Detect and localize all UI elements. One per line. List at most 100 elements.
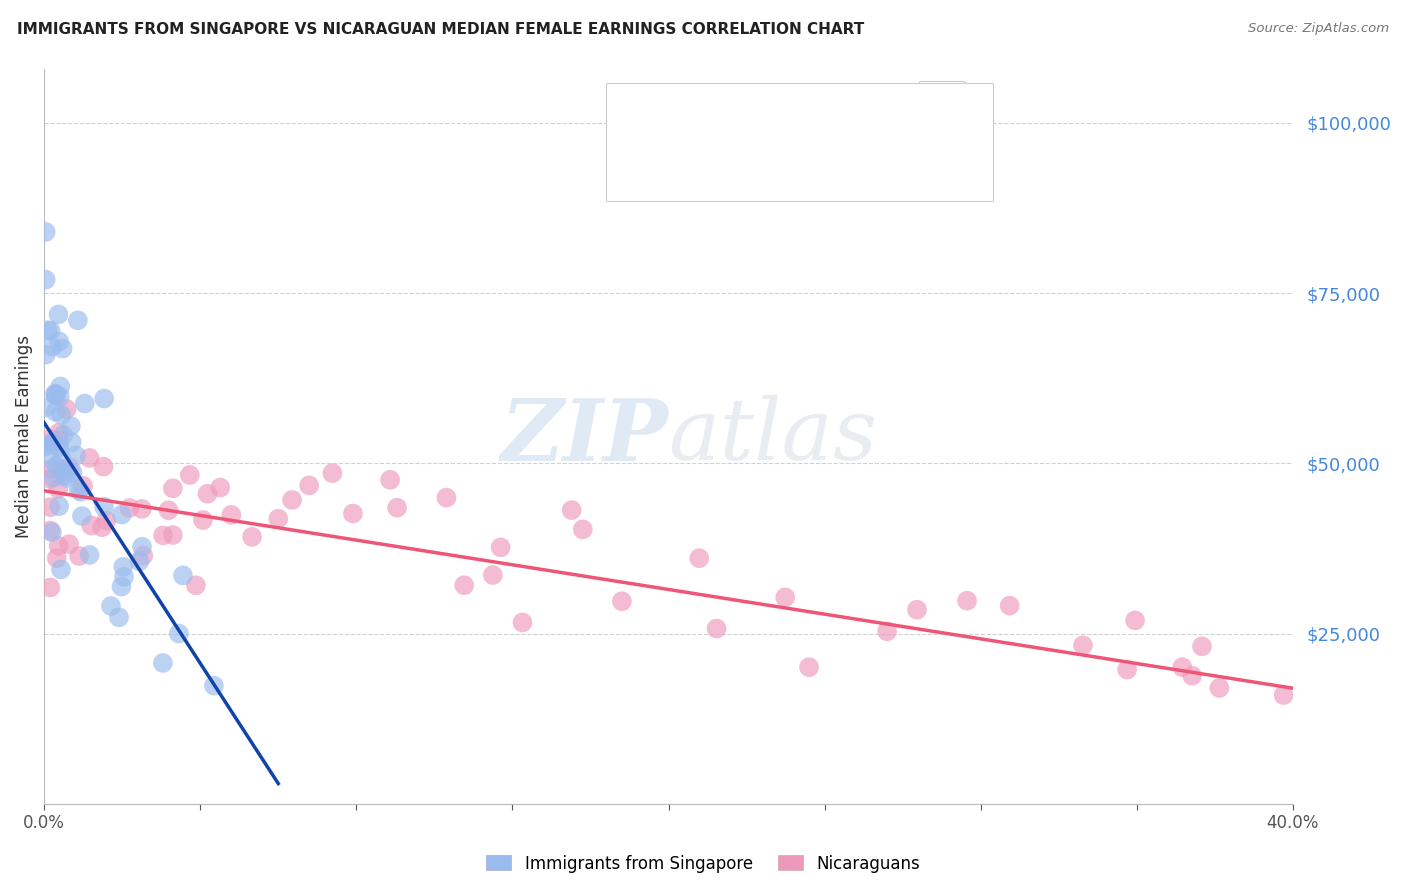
Text: 67: 67 xyxy=(793,128,817,145)
Text: N =: N = xyxy=(759,98,797,116)
Point xyxy=(93,459,115,474)
Point xyxy=(956,593,979,607)
Point xyxy=(79,548,101,562)
Point xyxy=(184,578,207,592)
Point xyxy=(167,626,190,640)
Point xyxy=(209,481,232,495)
Point xyxy=(1272,688,1295,702)
Point xyxy=(131,501,153,516)
Point xyxy=(39,462,62,476)
Point xyxy=(610,594,633,608)
Point xyxy=(49,390,72,404)
Point xyxy=(152,528,174,542)
Point xyxy=(1071,638,1094,652)
Point xyxy=(48,440,70,454)
Point xyxy=(436,491,458,505)
Point xyxy=(1171,660,1194,674)
Point xyxy=(197,487,219,501)
Point xyxy=(905,603,928,617)
Point xyxy=(45,387,67,401)
Point xyxy=(44,386,66,401)
Point xyxy=(41,525,63,540)
Point xyxy=(34,272,56,286)
Point xyxy=(38,437,60,451)
Point xyxy=(37,323,59,337)
Text: ZIP: ZIP xyxy=(501,394,668,478)
Point xyxy=(1208,681,1230,695)
Point xyxy=(45,389,67,403)
Point xyxy=(48,334,70,349)
Point xyxy=(48,425,70,440)
Point xyxy=(41,435,63,450)
Point xyxy=(51,408,73,422)
Point xyxy=(221,508,243,522)
Point xyxy=(66,313,89,327)
Point xyxy=(561,503,583,517)
Text: N =: N = xyxy=(759,128,797,145)
Point xyxy=(131,540,153,554)
Point xyxy=(112,570,135,584)
Point xyxy=(706,622,728,636)
Legend: , : , xyxy=(918,80,966,144)
Point xyxy=(67,549,90,563)
Point xyxy=(240,530,263,544)
Point xyxy=(49,379,72,393)
Point xyxy=(267,512,290,526)
Point xyxy=(157,503,180,517)
Y-axis label: Median Female Earnings: Median Female Earnings xyxy=(15,334,32,538)
Point xyxy=(45,458,67,473)
Point xyxy=(162,528,184,542)
Point xyxy=(60,435,83,450)
Point xyxy=(876,624,898,639)
Text: Source: ZipAtlas.com: Source: ZipAtlas.com xyxy=(1249,22,1389,36)
Point xyxy=(385,500,408,515)
Point xyxy=(79,450,101,465)
Point xyxy=(42,470,65,484)
Point xyxy=(202,679,225,693)
Point xyxy=(1181,669,1204,683)
Point xyxy=(35,440,58,454)
Point xyxy=(73,396,96,410)
Point xyxy=(67,483,90,497)
Point xyxy=(52,342,75,356)
Point xyxy=(512,615,534,630)
Point xyxy=(52,465,75,479)
Point xyxy=(72,479,94,493)
Point xyxy=(53,468,76,483)
Point xyxy=(688,551,710,566)
Point xyxy=(48,499,70,513)
Text: -0.498: -0.498 xyxy=(675,98,728,116)
Point xyxy=(152,656,174,670)
Point xyxy=(46,482,69,496)
Point xyxy=(80,518,103,533)
Point xyxy=(342,507,364,521)
Point xyxy=(56,471,79,485)
Point xyxy=(1123,614,1146,628)
Point xyxy=(489,541,512,555)
Point xyxy=(298,478,321,492)
Point xyxy=(59,419,82,434)
Point xyxy=(321,466,343,480)
Point xyxy=(118,501,141,516)
Point xyxy=(1191,640,1213,654)
Point xyxy=(39,500,62,515)
Point xyxy=(69,484,91,499)
Point xyxy=(62,466,84,480)
Point xyxy=(39,472,62,486)
Point xyxy=(453,578,475,592)
FancyBboxPatch shape xyxy=(606,83,993,201)
Point xyxy=(93,500,115,514)
Point xyxy=(44,405,66,419)
Legend: Immigrants from Singapore, Nicaraguans: Immigrants from Singapore, Nicaraguans xyxy=(479,848,927,880)
Point xyxy=(48,434,70,448)
Point xyxy=(52,428,75,442)
Text: R =: R = xyxy=(641,128,678,145)
Point xyxy=(55,402,77,417)
Point xyxy=(91,520,114,534)
Point xyxy=(93,392,115,406)
Point xyxy=(70,509,93,524)
Text: R =: R = xyxy=(641,98,678,116)
Point xyxy=(39,581,62,595)
Text: IMMIGRANTS FROM SINGAPORE VS NICARAGUAN MEDIAN FEMALE EARNINGS CORRELATION CHART: IMMIGRANTS FROM SINGAPORE VS NICARAGUAN … xyxy=(17,22,865,37)
Point xyxy=(112,559,135,574)
